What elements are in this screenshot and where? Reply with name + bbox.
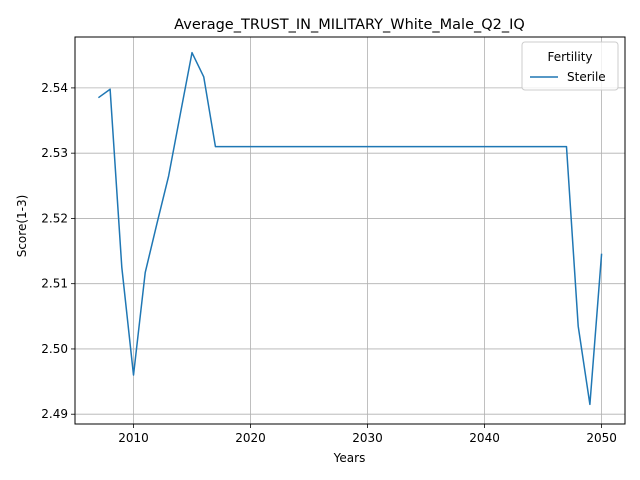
x-tick-label: 2010	[118, 431, 149, 445]
y-tick-label: 2.49	[41, 407, 68, 421]
legend-box	[521, 41, 619, 91]
y-tick-label: 2.53	[41, 146, 68, 160]
x-tick-label: 2050	[586, 431, 617, 445]
y-tick-label: 2.50	[41, 342, 68, 356]
y-tick-label: 2.52	[41, 211, 68, 225]
x-axis-ticks: 2010 2020 2030 2040 2050	[118, 424, 617, 445]
y-axis-label: Score(1-3)	[15, 195, 29, 258]
legend: Fertility Sterile	[521, 41, 619, 91]
x-tick-label: 2030	[352, 431, 383, 445]
x-tick-label: 2040	[469, 431, 500, 445]
x-axis-label: Years	[333, 451, 366, 465]
legend-title: Fertility	[547, 50, 592, 64]
y-axis-ticks: 2.49 2.50 2.51 2.52 2.53 2.54	[41, 81, 75, 421]
legend-label-sterile: Sterile	[567, 70, 606, 84]
y-tick-label: 2.51	[41, 277, 68, 291]
plot-frame	[74, 36, 626, 425]
x-tick-label: 2020	[235, 431, 266, 445]
chart-title: Average_TRUST_IN_MILITARY_White_Male_Q2_…	[174, 17, 525, 33]
series-layer	[97, 51, 603, 406]
y-tick-label: 2.54	[41, 81, 68, 95]
series-line-sterile	[97, 51, 603, 406]
